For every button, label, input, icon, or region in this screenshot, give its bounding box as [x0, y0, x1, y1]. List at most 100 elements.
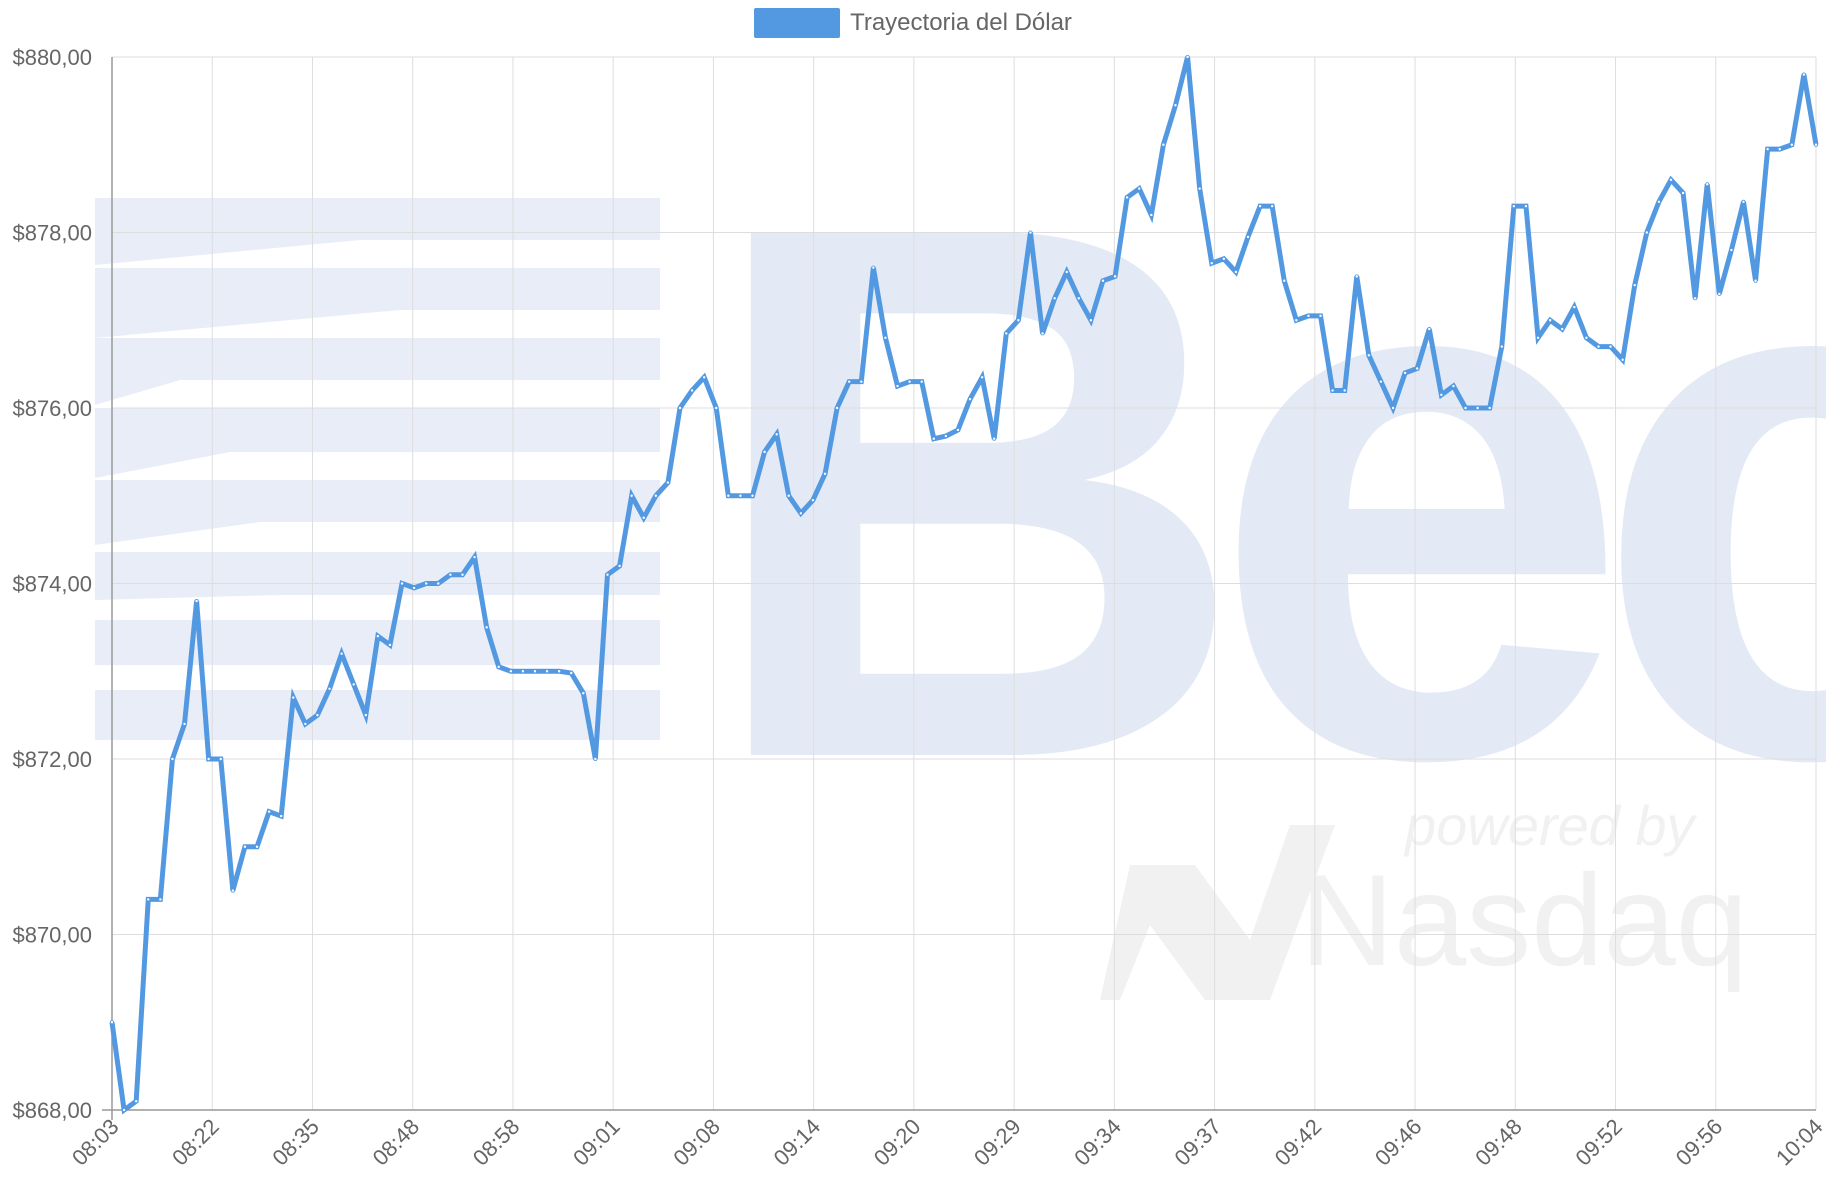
- legend-item-trayectoria[interactable]: Trayectoria del Dólar: [754, 8, 1072, 38]
- data-point[interactable]: [617, 563, 622, 568]
- data-point[interactable]: [206, 757, 211, 762]
- data-point[interactable]: [605, 572, 610, 577]
- data-point[interactable]: [520, 669, 525, 674]
- data-point[interactable]: [1644, 230, 1649, 235]
- data-point[interactable]: [641, 515, 646, 520]
- data-point[interactable]: [1354, 274, 1359, 279]
- data-point[interactable]: [1318, 313, 1323, 318]
- data-point[interactable]: [400, 581, 405, 586]
- data-point[interactable]: [1693, 296, 1698, 301]
- data-point[interactable]: [1233, 269, 1238, 274]
- data-point[interactable]: [255, 844, 260, 849]
- data-point[interactable]: [267, 809, 272, 814]
- data-point[interactable]: [980, 375, 985, 380]
- data-point[interactable]: [158, 897, 163, 902]
- data-point[interactable]: [1415, 366, 1420, 371]
- data-point[interactable]: [1149, 212, 1154, 217]
- data-point[interactable]: [1656, 199, 1661, 204]
- data-point[interactable]: [569, 671, 574, 676]
- data-point[interactable]: [968, 397, 973, 402]
- data-point[interactable]: [1076, 296, 1081, 301]
- data-point[interactable]: [1451, 384, 1456, 389]
- data-point[interactable]: [690, 388, 695, 393]
- data-point[interactable]: [1378, 379, 1383, 384]
- data-point[interactable]: [907, 379, 912, 384]
- data-point[interactable]: [110, 1020, 115, 1025]
- data-point[interactable]: [412, 585, 417, 590]
- data-point[interactable]: [1801, 72, 1806, 77]
- data-point[interactable]: [1294, 318, 1299, 323]
- data-point[interactable]: [738, 493, 743, 498]
- data-point[interactable]: [1209, 261, 1214, 266]
- data-point[interactable]: [1040, 331, 1045, 336]
- data-point[interactable]: [1511, 204, 1516, 209]
- data-point[interactable]: [859, 379, 864, 384]
- data-point[interactable]: [218, 757, 223, 762]
- data-point[interactable]: [1100, 278, 1105, 283]
- data-point[interactable]: [1620, 357, 1625, 362]
- data-point[interactable]: [1548, 318, 1553, 323]
- data-point[interactable]: [496, 664, 501, 669]
- data-point[interactable]: [1366, 353, 1371, 358]
- data-point[interactable]: [1246, 234, 1251, 239]
- data-point[interactable]: [472, 555, 477, 560]
- data-point[interactable]: [835, 405, 840, 410]
- data-point[interactable]: [557, 669, 562, 674]
- data-point[interactable]: [1173, 103, 1178, 108]
- data-point[interactable]: [931, 436, 936, 441]
- data-point[interactable]: [593, 757, 598, 762]
- data-point[interactable]: [1499, 344, 1504, 349]
- data-point[interactable]: [1789, 142, 1794, 147]
- data-point[interactable]: [170, 757, 175, 762]
- data-point[interactable]: [1814, 142, 1819, 147]
- data-point[interactable]: [1342, 388, 1347, 393]
- data-point[interactable]: [823, 471, 828, 476]
- data-point[interactable]: [1596, 344, 1601, 349]
- data-point[interactable]: [1717, 291, 1722, 296]
- data-point[interactable]: [1125, 195, 1130, 200]
- data-point[interactable]: [1584, 335, 1589, 340]
- data-point[interactable]: [581, 691, 586, 696]
- data-point[interactable]: [1741, 199, 1746, 204]
- data-point[interactable]: [1028, 230, 1033, 235]
- data-point[interactable]: [653, 493, 658, 498]
- data-point[interactable]: [1729, 248, 1734, 253]
- data-point[interactable]: [1137, 186, 1142, 191]
- data-point[interactable]: [146, 897, 151, 902]
- data-point[interactable]: [1475, 405, 1480, 410]
- data-point[interactable]: [1403, 370, 1408, 375]
- data-point[interactable]: [992, 436, 997, 441]
- data-point[interactable]: [1487, 405, 1492, 410]
- data-point[interactable]: [134, 1099, 139, 1104]
- data-point[interactable]: [327, 686, 332, 691]
- data-point[interactable]: [1705, 182, 1710, 187]
- data-point[interactable]: [1185, 55, 1190, 60]
- data-point[interactable]: [1632, 283, 1637, 288]
- data-point[interactable]: [1197, 186, 1202, 191]
- data-point[interactable]: [883, 335, 888, 340]
- data-point[interactable]: [786, 493, 791, 498]
- data-point[interactable]: [1608, 344, 1613, 349]
- data-point[interactable]: [1765, 147, 1770, 152]
- data-point[interactable]: [1777, 147, 1782, 152]
- data-point[interactable]: [943, 434, 948, 439]
- data-point[interactable]: [436, 581, 441, 586]
- data-point[interactable]: [702, 375, 707, 380]
- data-point[interactable]: [798, 511, 803, 516]
- data-point[interactable]: [1052, 296, 1057, 301]
- data-point[interactable]: [230, 888, 235, 893]
- data-point[interactable]: [955, 427, 960, 432]
- data-point[interactable]: [1161, 142, 1166, 147]
- data-point[interactable]: [1088, 318, 1093, 323]
- data-point[interactable]: [508, 669, 513, 674]
- data-point[interactable]: [1439, 392, 1444, 397]
- data-point[interactable]: [919, 379, 924, 384]
- data-point[interactable]: [1016, 318, 1021, 323]
- data-point[interactable]: [871, 265, 876, 270]
- data-point[interactable]: [375, 634, 380, 639]
- data-point[interactable]: [484, 625, 489, 630]
- data-point[interactable]: [315, 713, 320, 718]
- data-point[interactable]: [1536, 335, 1541, 340]
- data-point[interactable]: [424, 581, 429, 586]
- data-point[interactable]: [847, 379, 852, 384]
